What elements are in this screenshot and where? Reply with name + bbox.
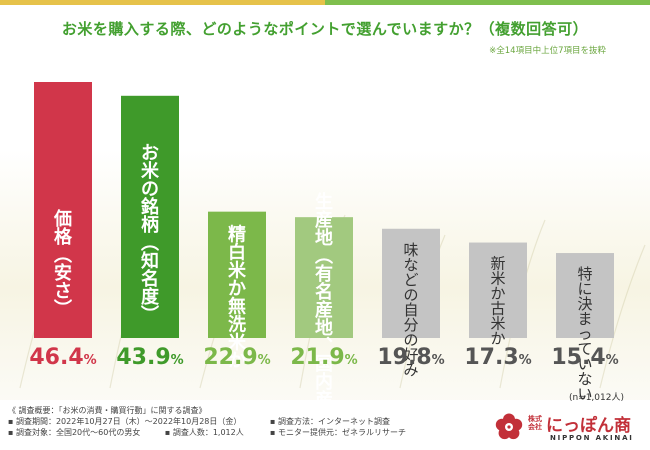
category-label-5: 味などの自分の好み bbox=[403, 241, 418, 379]
survey-method: ▪ 調査方法：インターネット調査 bbox=[270, 417, 390, 426]
value-label-2: 43.9% bbox=[116, 345, 183, 370]
rice-stalk bbox=[599, 244, 646, 389]
survey-overview: 《 調査概要：「お米の消費・購買行動」に関する調査》 bbox=[8, 406, 207, 415]
survey-count: ▪ 調査人数：1,012人 bbox=[164, 428, 244, 437]
bar-3 bbox=[208, 211, 266, 338]
bar-5 bbox=[382, 228, 440, 338]
logo-name: にっぽん商 bbox=[546, 416, 631, 436]
bar-2 bbox=[121, 95, 179, 338]
top-accent-yellow bbox=[0, 0, 325, 5]
survey-period-row: ▪ 調査期間：2022年10月27日（木）～2022年10月28日（金） ▪ 調… bbox=[8, 416, 478, 427]
chart-note: ※全14項目中上位7項目を抜粋 bbox=[489, 46, 606, 56]
survey-footer: 《 調査概要：「お米の消費・購買行動」に関する調査》 ▪ 調査期間：2022年1… bbox=[8, 405, 478, 438]
category-label-4: 生産地︵有名産地︑国内産︶ bbox=[315, 191, 333, 400]
company-logo: 株式会社 にっぽん商 NIPPON AKINAI bbox=[494, 410, 644, 446]
category-label-1: 価格︵安さ︶ bbox=[53, 208, 73, 320]
category-label-3: 精白米か無洗米か bbox=[228, 224, 247, 372]
survey-target: ▪ 調査対象：全国20代～60代の男女 bbox=[8, 428, 141, 437]
value-label-1: 46.4% bbox=[29, 345, 96, 370]
bar-4 bbox=[295, 217, 353, 338]
bar-6 bbox=[469, 242, 527, 338]
survey-target-row: ▪ 調査対象：全国20代～60代の男女 ▪ 調査人数：1,012人 ▪ モニター… bbox=[8, 427, 478, 438]
value-label-3: 22.9% bbox=[203, 345, 270, 370]
plum-flower-icon bbox=[495, 413, 523, 440]
logo-corp-text: 株式会社 bbox=[528, 415, 542, 431]
top-accent-bar bbox=[0, 0, 650, 5]
value-label-4: 21.9% bbox=[290, 345, 357, 370]
category-label-7: 特に決まっていない bbox=[577, 265, 592, 400]
category-label-2: お米の銘柄︵知名度︶ bbox=[141, 143, 160, 326]
sample-size-label: (n=1,012人) bbox=[568, 393, 624, 403]
value-label-6: 17.3% bbox=[464, 345, 531, 370]
logo-subtitle: NIPPON AKINAI bbox=[550, 434, 634, 442]
top-accent-green bbox=[325, 0, 650, 5]
survey-provider: ▪ モニター提供元：ゼネラルリサーチ bbox=[270, 428, 406, 437]
chart-title: お米を購入する際、どのようなポイントで選んでいますか？（複数回答可） bbox=[61, 20, 589, 38]
value-label-5: 19.8% bbox=[377, 345, 444, 370]
bar-1 bbox=[34, 82, 92, 338]
value-label-7: 15.4% bbox=[551, 345, 618, 370]
bar-7 bbox=[556, 253, 614, 338]
category-label-6: 新米か古米か bbox=[490, 255, 505, 348]
survey-period: ▪ 調査期間：2022年10月27日（木）～2022年10月28日（金） bbox=[8, 417, 242, 426]
